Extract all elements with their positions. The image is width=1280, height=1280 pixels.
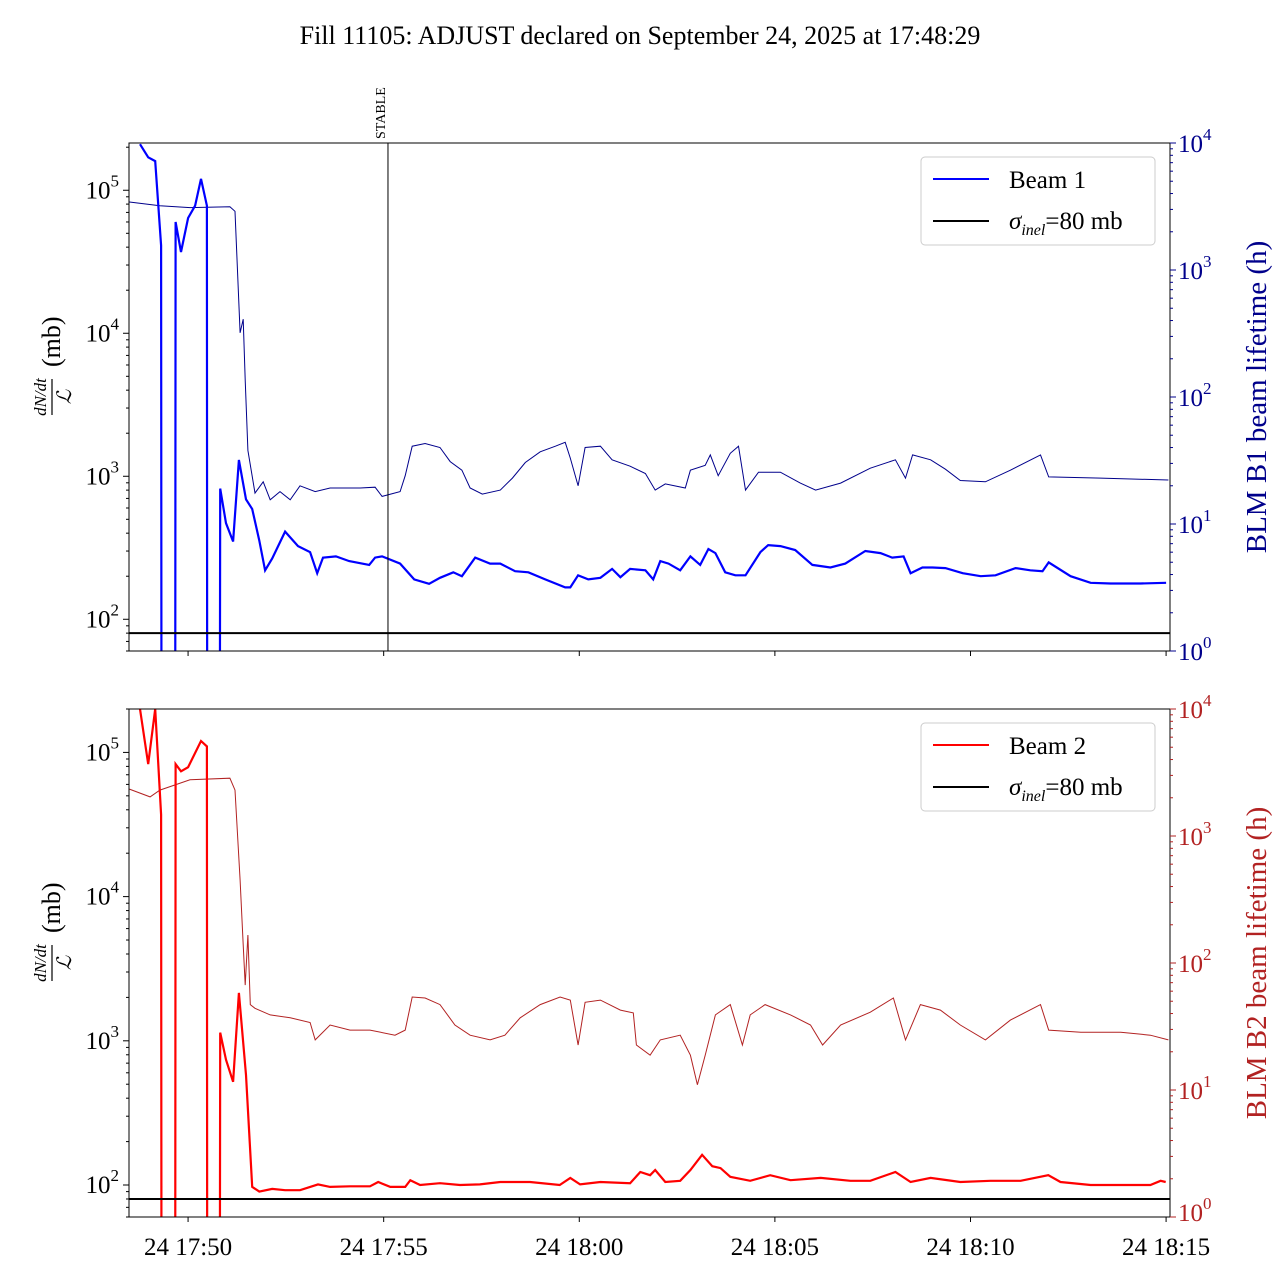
beam-line — [138, 709, 1166, 1217]
y2-axis-label: BLM B2 beam lifetime (h) — [1241, 807, 1273, 1120]
y2-axis-label: BLM B1 beam lifetime (h) — [1241, 241, 1273, 554]
exponent: 4 — [1203, 691, 1212, 710]
y2-tick-label: 101 — [1178, 506, 1212, 539]
exponent: 4 — [1203, 125, 1212, 144]
exponent: 5 — [111, 733, 120, 752]
beam2-panel: 24 17:50 24 17:55 24 18:00 24 18:05 24 18:10… — [31, 691, 1273, 1261]
lifetime-line — [129, 201, 1169, 501]
y-label-denominator: ℒ — [54, 389, 76, 404]
y-axis-label: dN/dt ℒ (mb) — [31, 882, 76, 981]
x-tick-label: 24 18:00 — [535, 1234, 623, 1261]
sigma-value: =80 mb — [1045, 774, 1122, 801]
y-label-unit: (mb) — [37, 882, 66, 933]
y-label-unit: (mb) — [37, 316, 66, 367]
y-tick-label: 103 — [86, 457, 120, 490]
exponent: 0 — [1203, 1194, 1212, 1213]
beam-line — [139, 143, 1167, 651]
exponent: 2 — [1203, 379, 1212, 398]
exponent: 3 — [1203, 252, 1212, 271]
legend-sigma-label: σinel=80 mb — [1009, 208, 1123, 239]
x-tick-label: 24 18:10 — [926, 1234, 1014, 1261]
y2-tick-label: 104 — [1178, 125, 1212, 158]
legend-sigma-label: σinel=80 mb — [1009, 774, 1123, 805]
exponent: 5 — [111, 171, 120, 190]
exponent: 3 — [111, 457, 120, 476]
exponent: 4 — [111, 314, 120, 333]
y2-tick-label: 104 — [1178, 691, 1212, 724]
sigma: σ — [1009, 208, 1023, 235]
y-tick-label: 102 — [86, 1166, 120, 1199]
y-axis-label: dN/dt ℒ (mb) — [31, 316, 76, 415]
legend-beam-label: Beam 2 — [1009, 733, 1086, 760]
y-tick-label: 102 — [86, 600, 120, 633]
y2-tick-label: 102 — [1178, 945, 1212, 978]
y2-tick-label: 102 — [1178, 379, 1212, 412]
y2-tick-label: 101 — [1178, 1072, 1212, 1105]
exponent: 3 — [111, 1022, 120, 1041]
y2-tick-label: 103 — [1178, 818, 1212, 851]
sigma-subscript: inel — [1021, 222, 1046, 239]
y-tick-label: 104 — [86, 878, 120, 911]
y-label-numerator: dN/dt — [31, 943, 50, 982]
plot-area — [129, 143, 1170, 651]
plot-area — [129, 709, 1170, 1217]
sigma: σ — [1009, 774, 1023, 801]
y2-tick-label: 100 — [1178, 633, 1212, 666]
x-tick-label: 24 17:50 — [144, 1234, 232, 1261]
y-tick-label: 103 — [86, 1022, 120, 1055]
y-label-numerator: dN/dt — [31, 377, 50, 416]
exponent: 0 — [1203, 633, 1212, 652]
x-tick-label: 24 18:15 — [1122, 1234, 1210, 1261]
y-tick-label: 105 — [86, 171, 120, 204]
figure-title: Fill 11105: ADJUST declared on September… — [300, 21, 981, 50]
exponent: 1 — [1203, 506, 1212, 525]
exponent: 1 — [1203, 1072, 1212, 1091]
sigma-subscript: inel — [1021, 788, 1046, 805]
lifetime-line — [129, 777, 1169, 1085]
y-label-denominator: ℒ — [54, 955, 76, 970]
exponent: 4 — [111, 878, 120, 897]
exponent: 2 — [111, 1166, 120, 1185]
y-tick-label: 105 — [86, 733, 120, 766]
sigma-value: =80 mb — [1045, 208, 1122, 235]
x-tick-label: 24 17:55 — [340, 1234, 428, 1261]
exponent: 2 — [1203, 945, 1212, 964]
exponent: 2 — [111, 600, 120, 619]
x-tick-label: 24 18:05 — [731, 1234, 819, 1261]
stable-marker-label: STABLE — [374, 87, 389, 139]
exponent: 3 — [1203, 818, 1212, 837]
legend-beam-label: Beam 1 — [1009, 167, 1086, 194]
y2-tick-label: 100 — [1178, 1194, 1212, 1227]
y2-tick-label: 103 — [1178, 252, 1212, 285]
y-tick-label: 104 — [86, 314, 120, 347]
